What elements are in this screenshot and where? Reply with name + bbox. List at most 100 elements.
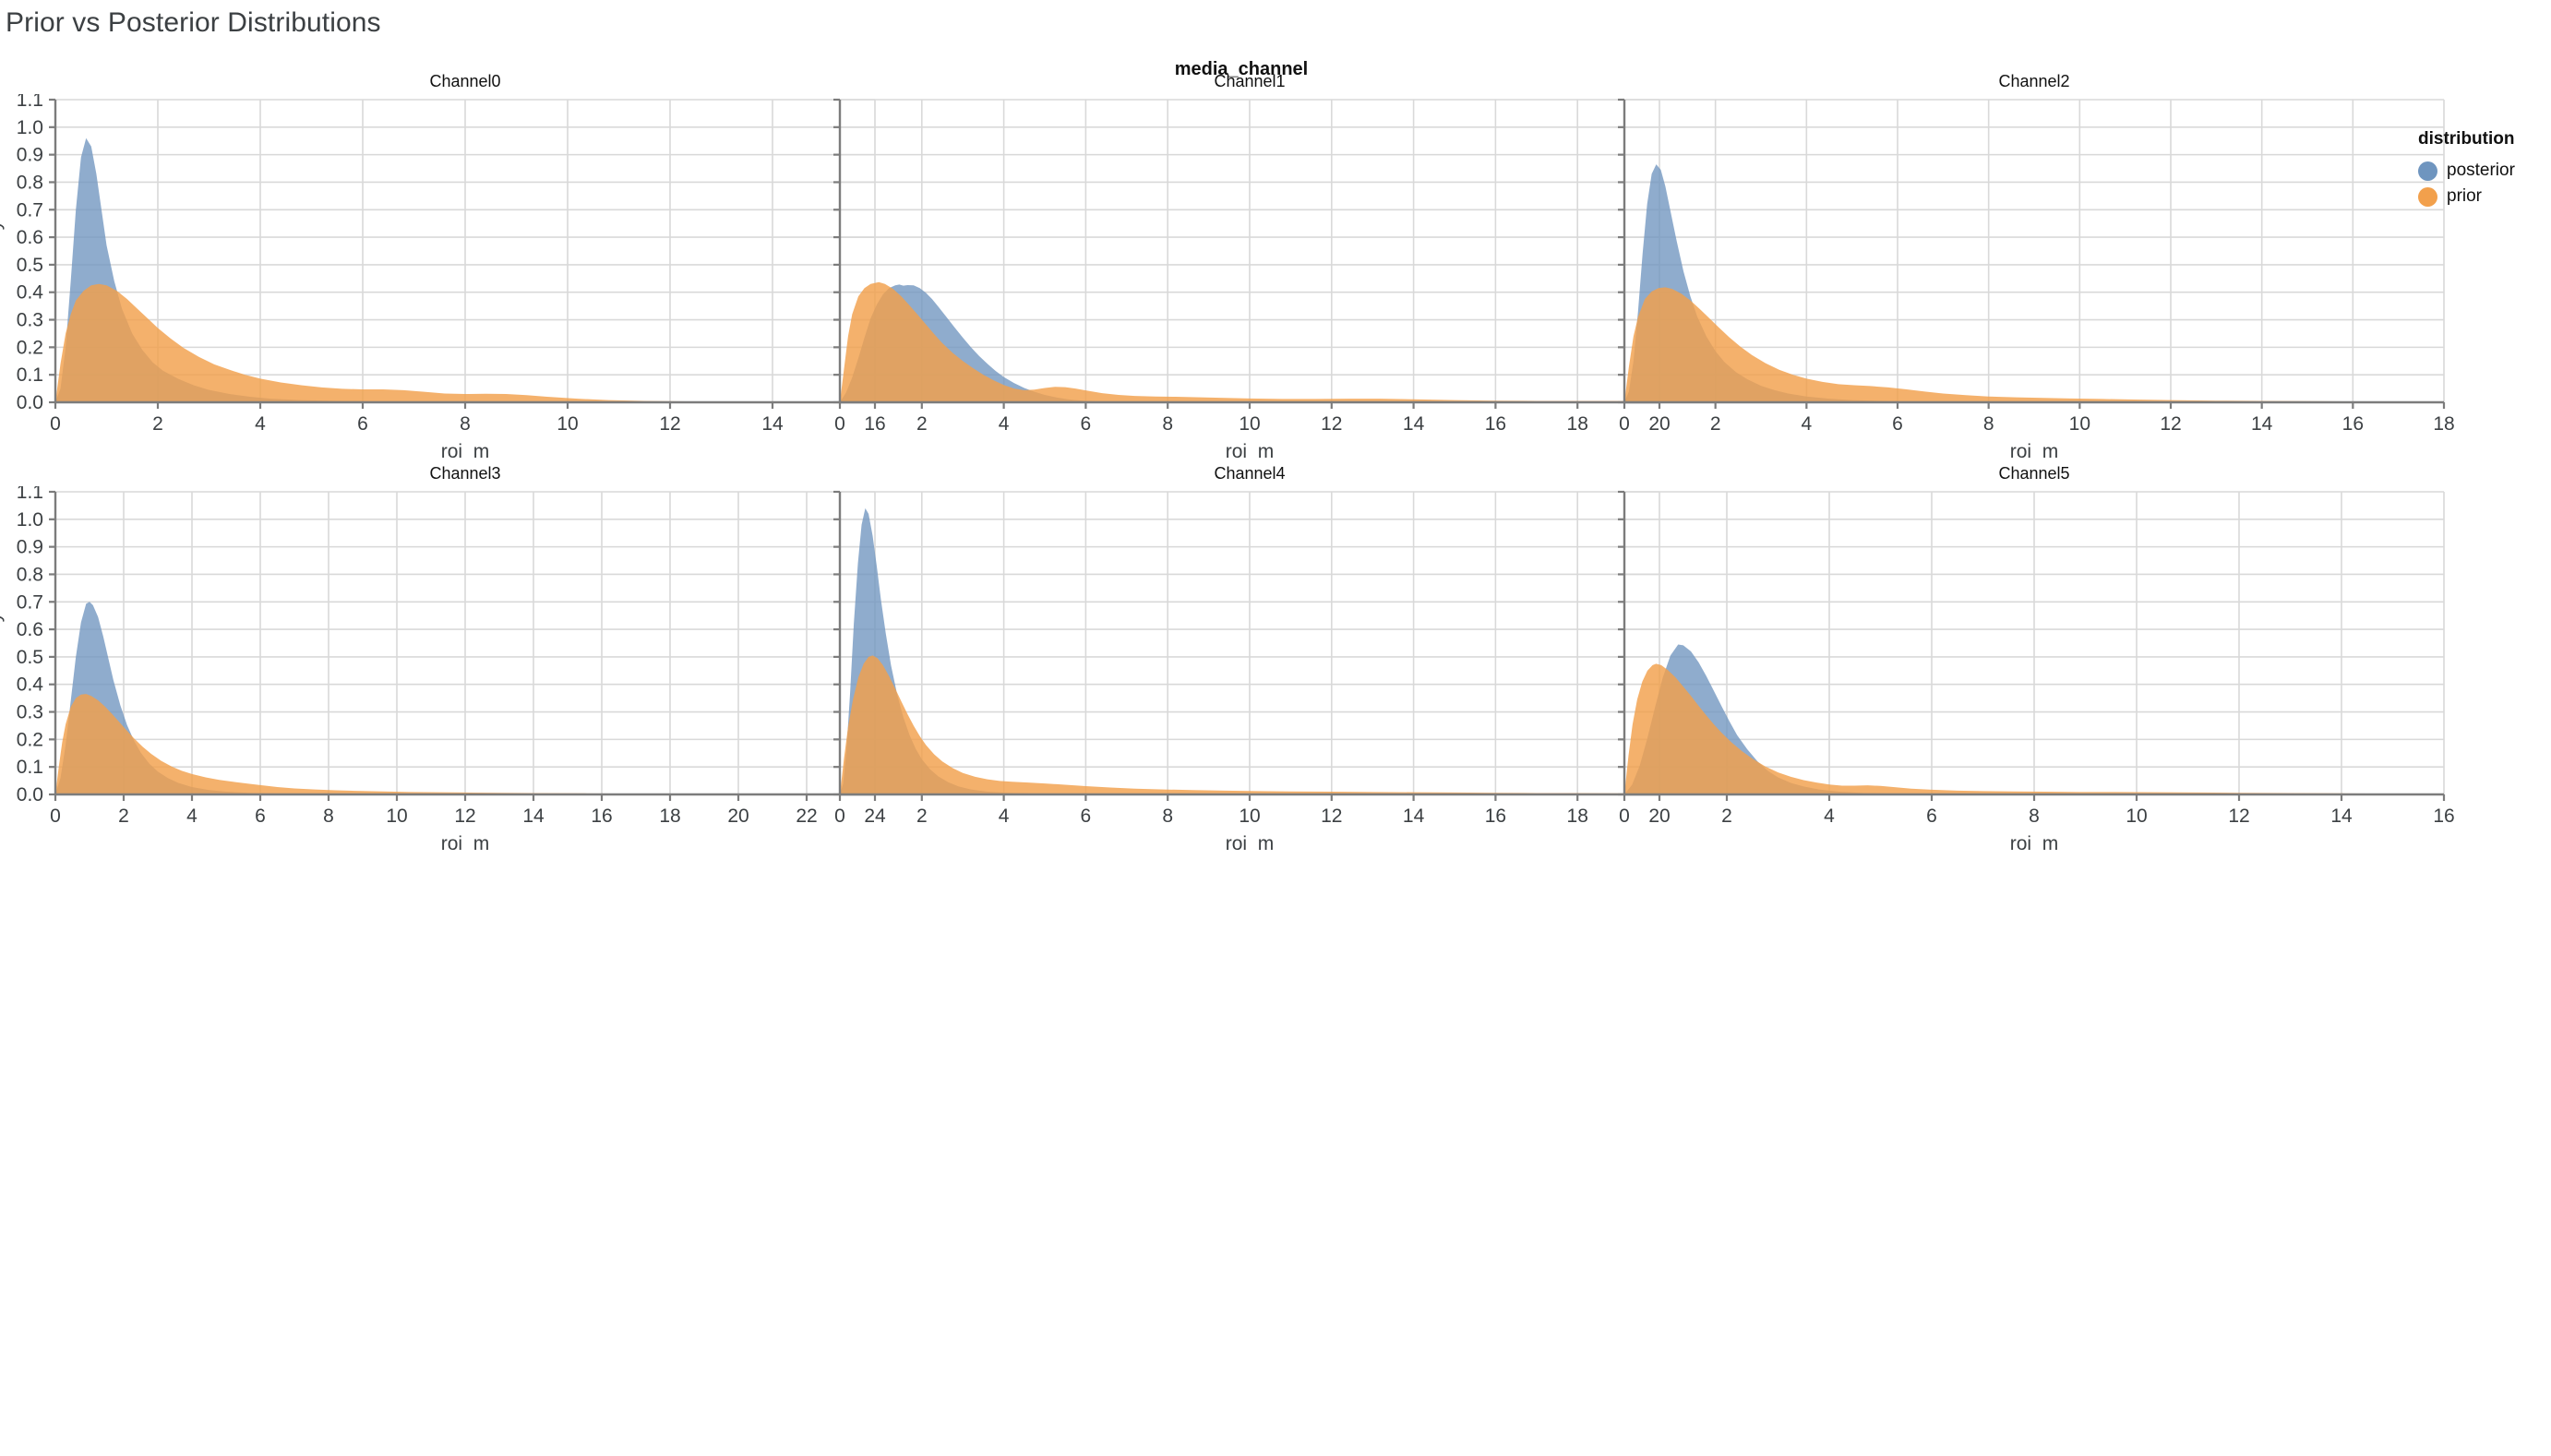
svg-text:10: 10 bbox=[557, 413, 578, 435]
svg-text:roi_m: roi_m bbox=[441, 441, 490, 459]
plot-area-channel5: 0 2 4 6 8 10 12 14 16 roi_m bbox=[1618, 490, 2455, 852]
svg-text:density: density bbox=[0, 220, 5, 281]
density-area-prior bbox=[840, 281, 1659, 402]
svg-text:4: 4 bbox=[999, 413, 1010, 435]
svg-text:0.6: 0.6 bbox=[17, 619, 43, 640]
svg-text:roi_m: roi_m bbox=[2010, 833, 2059, 852]
svg-text:10: 10 bbox=[386, 806, 407, 827]
plot-area-channel1: 0 2 4 6 8 10 12 14 16 18 20 roi_m bbox=[833, 98, 1671, 459]
svg-text:0.4: 0.4 bbox=[17, 674, 44, 696]
panel-title-channel2: Channel2 bbox=[1998, 72, 2070, 90]
svg-text:0.5: 0.5 bbox=[17, 255, 43, 276]
svg-text:0.3: 0.3 bbox=[17, 702, 43, 723]
svg-text:8: 8 bbox=[1983, 413, 1994, 435]
svg-text:0.7: 0.7 bbox=[17, 591, 43, 613]
legend-item-prior[interactable]: prior bbox=[2418, 184, 2515, 209]
svg-text:6: 6 bbox=[1081, 806, 1092, 827]
svg-text:0.4: 0.4 bbox=[17, 282, 44, 304]
svg-text:18: 18 bbox=[659, 806, 680, 827]
legend-item-posterior[interactable]: posterior bbox=[2418, 158, 2515, 184]
svg-text:16: 16 bbox=[2433, 806, 2454, 827]
svg-text:2: 2 bbox=[152, 413, 163, 435]
svg-text:0: 0 bbox=[834, 806, 845, 827]
svg-text:2: 2 bbox=[1721, 806, 1732, 827]
facet-panel-channel3: Channel3 0 2 4 6 8 10 12 14 16 18 20 22 24 0.0 0.1 0.2 0.… bbox=[0, 464, 914, 852]
svg-text:10: 10 bbox=[1239, 806, 1260, 827]
svg-text:1.1: 1.1 bbox=[17, 486, 43, 503]
svg-text:10: 10 bbox=[2126, 806, 2147, 827]
svg-text:0: 0 bbox=[1619, 806, 1630, 827]
page-title: Prior vs Posterior Distributions bbox=[6, 7, 381, 38]
svg-text:roi_m: roi_m bbox=[1226, 441, 1275, 459]
svg-text:0.8: 0.8 bbox=[17, 564, 43, 585]
svg-text:14: 14 bbox=[522, 806, 545, 827]
density-area-prior bbox=[1624, 287, 2444, 402]
svg-text:18: 18 bbox=[2433, 413, 2454, 435]
svg-text:20: 20 bbox=[1648, 806, 1670, 827]
svg-text:18: 18 bbox=[1567, 806, 1588, 827]
plot-area-channel4: 0 2 4 6 8 10 12 14 16 18 20 roi_m bbox=[833, 490, 1671, 852]
svg-text:12: 12 bbox=[659, 413, 680, 435]
density-area-prior bbox=[55, 283, 875, 402]
svg-text:4: 4 bbox=[1824, 806, 1835, 827]
panel-title-channel5: Channel5 bbox=[1998, 464, 2070, 483]
svg-text:10: 10 bbox=[1239, 413, 1260, 435]
legend-label-prior: prior bbox=[2447, 186, 2483, 206]
svg-text:12: 12 bbox=[2228, 806, 2249, 827]
svg-text:4: 4 bbox=[186, 806, 198, 827]
svg-text:16: 16 bbox=[591, 806, 612, 827]
plot-area-channel2: 0 2 4 6 8 10 12 14 16 18 roi_m bbox=[1618, 98, 2455, 459]
svg-text:0.0: 0.0 bbox=[17, 784, 43, 806]
svg-text:20: 20 bbox=[727, 806, 749, 827]
svg-text:roi_m: roi_m bbox=[1226, 833, 1275, 852]
svg-text:6: 6 bbox=[357, 413, 368, 435]
svg-text:18: 18 bbox=[1567, 413, 1588, 435]
svg-text:6: 6 bbox=[255, 806, 266, 827]
svg-text:8: 8 bbox=[1162, 806, 1173, 827]
svg-text:1.1: 1.1 bbox=[17, 94, 43, 111]
svg-text:16: 16 bbox=[1485, 413, 1506, 435]
density-area-prior bbox=[1624, 663, 2444, 794]
density-area-prior bbox=[55, 694, 875, 794]
svg-text:0: 0 bbox=[50, 806, 61, 827]
svg-text:16: 16 bbox=[1485, 806, 1506, 827]
svg-text:1.0: 1.0 bbox=[17, 117, 43, 138]
density-area-prior bbox=[840, 655, 1659, 794]
svg-text:8: 8 bbox=[460, 413, 471, 435]
svg-text:14: 14 bbox=[2330, 806, 2353, 827]
svg-text:0: 0 bbox=[1619, 413, 1630, 435]
svg-text:12: 12 bbox=[1321, 413, 1342, 435]
svg-text:roi_m: roi_m bbox=[441, 833, 490, 852]
svg-text:0: 0 bbox=[50, 413, 61, 435]
plot-area-channel0: 0 2 4 6 8 10 12 14 16 0.0 0.1 0.2 0.3 0.4 0.5 0.6 0.7 0.8… bbox=[0, 94, 886, 459]
svg-text:2: 2 bbox=[916, 413, 928, 435]
svg-text:14: 14 bbox=[1403, 806, 1425, 827]
legend-swatch-posterior bbox=[2418, 161, 2437, 181]
svg-text:16: 16 bbox=[2342, 413, 2364, 435]
svg-text:14: 14 bbox=[761, 413, 784, 435]
svg-text:12: 12 bbox=[2160, 413, 2181, 435]
svg-text:0.9: 0.9 bbox=[17, 537, 43, 558]
panel-title-channel1: Channel1 bbox=[1214, 72, 1286, 90]
facet-variable-header: media_channel bbox=[1174, 59, 1309, 79]
panel-title-channel0: Channel0 bbox=[429, 72, 501, 90]
svg-text:20: 20 bbox=[1648, 413, 1670, 435]
legend-swatch-prior bbox=[2418, 186, 2437, 207]
svg-text:16: 16 bbox=[864, 413, 885, 435]
legend-title: distribution bbox=[2418, 129, 2515, 149]
facet-panel-channel4: Channel4 0 2 4 6 8 10 12 14 16 18 20 roi_m bbox=[784, 464, 1698, 852]
svg-text:12: 12 bbox=[1321, 806, 1342, 827]
svg-text:10: 10 bbox=[2069, 413, 2090, 435]
facet-panel-channel1: Channel1 0 2 4 6 8 10 12 14 16 18 20 roi_m bbox=[784, 72, 1698, 459]
svg-text:6: 6 bbox=[1892, 413, 1903, 435]
svg-text:12: 12 bbox=[454, 806, 475, 827]
svg-text:24: 24 bbox=[864, 806, 886, 827]
svg-text:0.0: 0.0 bbox=[17, 392, 43, 413]
svg-text:0.1: 0.1 bbox=[17, 757, 43, 778]
svg-text:8: 8 bbox=[2029, 806, 2040, 827]
svg-text:6: 6 bbox=[1081, 413, 1092, 435]
svg-text:22: 22 bbox=[796, 806, 817, 827]
panel-title-channel3: Channel3 bbox=[429, 464, 501, 483]
plot-area-channel3: 0 2 4 6 8 10 12 14 16 18 20 22 240.00.10.20.30.40.50… bbox=[0, 486, 886, 852]
svg-text:4: 4 bbox=[999, 806, 1010, 827]
